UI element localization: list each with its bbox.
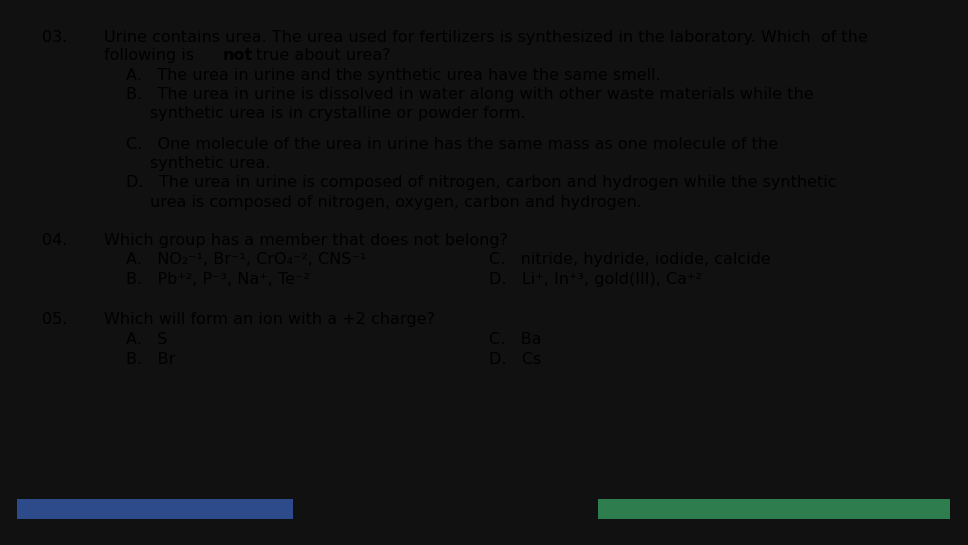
Text: synthetic urea.: synthetic urea. bbox=[150, 156, 270, 172]
Text: following is: following is bbox=[104, 48, 198, 63]
Text: Which group has a member that does not belong?: Which group has a member that does not b… bbox=[104, 233, 507, 248]
Text: A.   The urea in urine and the synthetic urea have the same smell.: A. The urea in urine and the synthetic u… bbox=[126, 68, 660, 83]
Text: not: not bbox=[223, 48, 253, 63]
Text: true about urea?: true about urea? bbox=[251, 48, 390, 63]
Text: B.   Pb⁺², P⁻³, Na⁺, Te⁻²: B. Pb⁺², P⁻³, Na⁺, Te⁻² bbox=[126, 272, 310, 287]
Text: D.   Cs: D. Cs bbox=[489, 352, 541, 367]
Text: Urine contains urea. The urea used for fertilizers is synthesized in the laborat: Urine contains urea. The urea used for f… bbox=[104, 30, 867, 45]
Text: C.   Ba: C. Ba bbox=[489, 332, 541, 347]
Text: synthetic urea is in crystalline or powder form.: synthetic urea is in crystalline or powd… bbox=[150, 106, 526, 121]
Text: A.   NO₂⁻¹, Br⁻¹, CrO₄⁻², CNS⁻¹: A. NO₂⁻¹, Br⁻¹, CrO₄⁻², CNS⁻¹ bbox=[126, 252, 366, 268]
Text: C.   nitride, hydride, iodide, calcide: C. nitride, hydride, iodide, calcide bbox=[489, 252, 771, 268]
Text: C.   One molecule of the urea in urine has the same mass as one molecule of the: C. One molecule of the urea in urine has… bbox=[126, 137, 778, 153]
Text: 03.: 03. bbox=[42, 30, 67, 45]
Text: Which will form an ion with a +2 charge?: Which will form an ion with a +2 charge? bbox=[104, 312, 435, 327]
Text: 05.: 05. bbox=[42, 312, 67, 327]
Text: urea is composed of nitrogen, oxygen, carbon and hydrogen.: urea is composed of nitrogen, oxygen, ca… bbox=[150, 195, 642, 210]
Text: D.   The urea in urine is composed of nitrogen, carbon and hydrogen while the sy: D. The urea in urine is composed of nitr… bbox=[126, 175, 836, 191]
Text: B.   The urea in urine is dissolved in water along with other waste materials wh: B. The urea in urine is dissolved in wat… bbox=[126, 87, 813, 102]
Text: B.   Br: B. Br bbox=[126, 352, 175, 367]
Text: D.   Li⁺, In⁺³, gold(III), Ca⁺²: D. Li⁺, In⁺³, gold(III), Ca⁺² bbox=[489, 272, 702, 287]
Text: 04.: 04. bbox=[42, 233, 67, 248]
Text: A.   S: A. S bbox=[126, 332, 167, 347]
